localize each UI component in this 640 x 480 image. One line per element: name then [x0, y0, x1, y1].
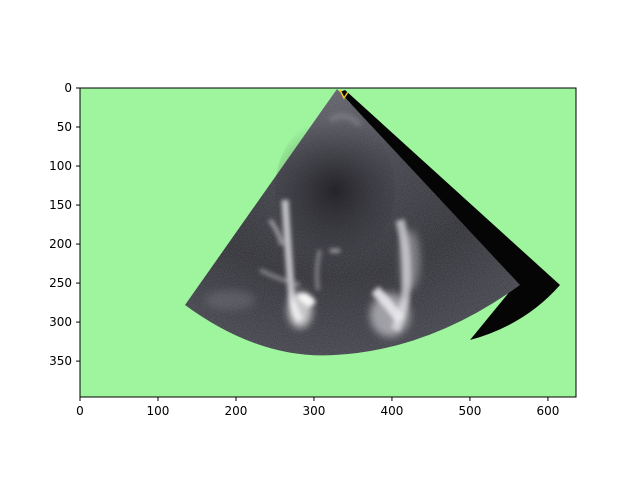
x-tick-label: 300	[303, 404, 326, 418]
echo-sector-image	[185, 89, 560, 356]
x-axis: 0 100 200 300 400 500 600	[76, 397, 559, 418]
x-tick-label: 200	[225, 404, 248, 418]
axes-frame	[79, 87, 577, 398]
y-tick-label: 300	[49, 315, 72, 329]
y-tick-label: 200	[49, 237, 72, 251]
y-tick-label: 0	[64, 81, 72, 95]
apex-marker-icon	[339, 89, 349, 100]
y-axis: 0 50 100 150 200 250 300 350	[49, 81, 80, 368]
y-tick-label: 250	[49, 276, 72, 290]
y-tick-label: 50	[57, 120, 72, 134]
x-tick-label: 0	[76, 404, 84, 418]
x-tick-label: 500	[458, 404, 481, 418]
y-tick-label: 350	[49, 354, 72, 368]
y-tick-label: 100	[49, 159, 72, 173]
y-tick-label: 150	[49, 198, 72, 212]
x-tick-label: 100	[147, 404, 170, 418]
x-tick-label: 400	[380, 404, 403, 418]
ventricle-chamber	[275, 115, 395, 265]
tissue-haze	[205, 230, 420, 337]
x-tick-label: 600	[536, 404, 559, 418]
